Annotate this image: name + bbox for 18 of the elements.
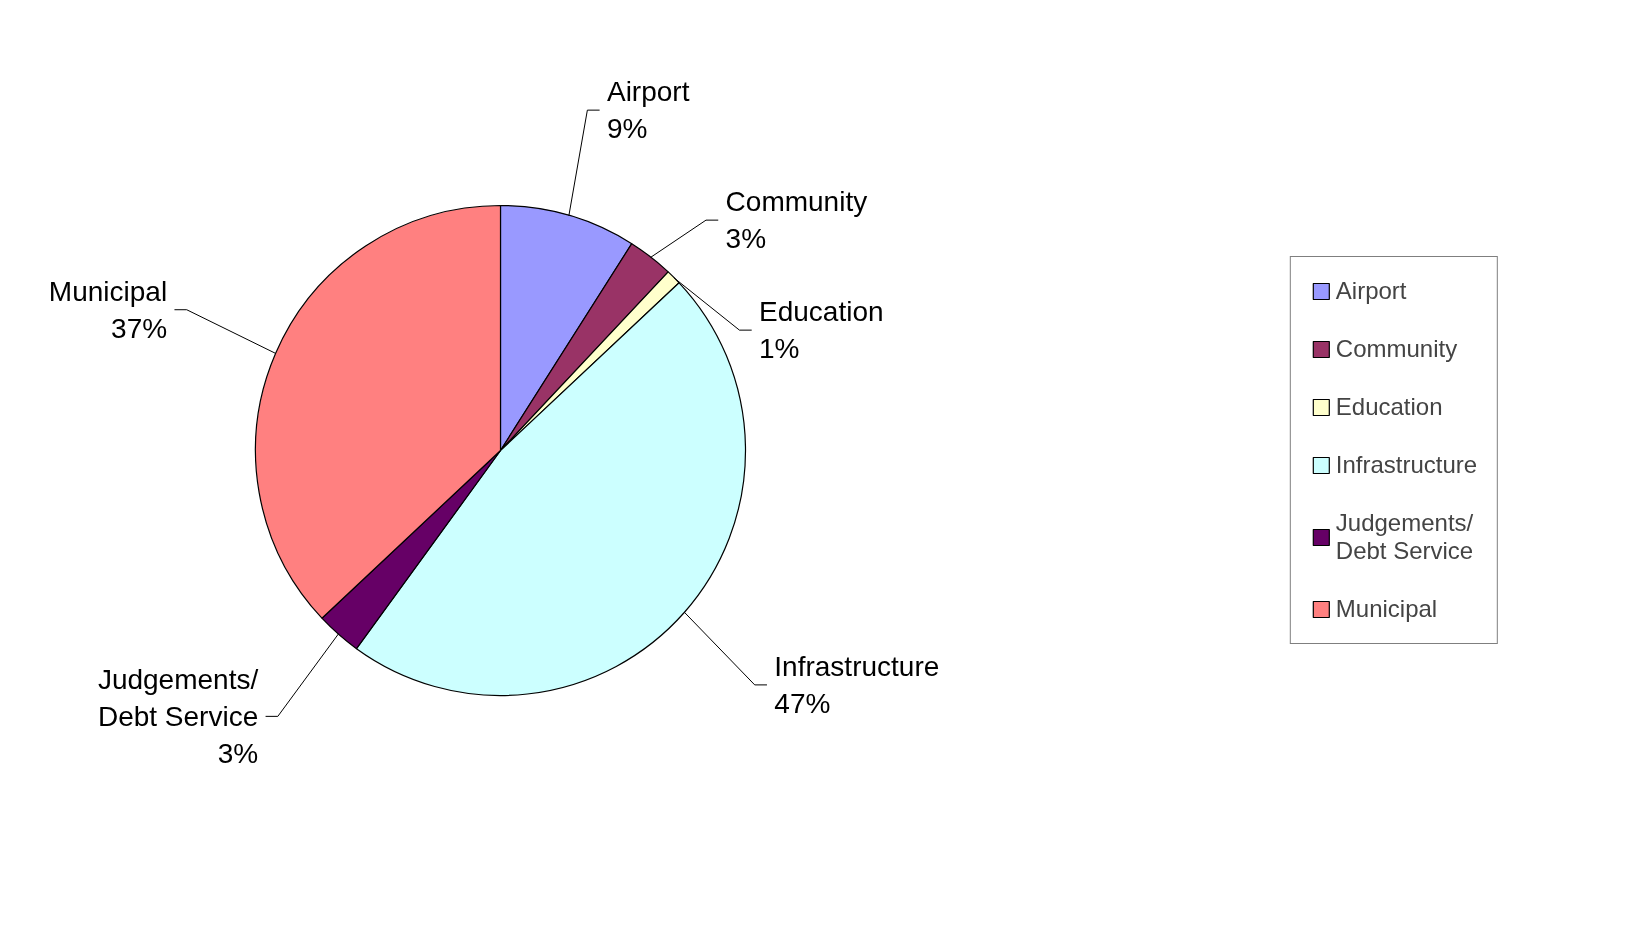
slice-label: Community [725, 186, 868, 218]
legend-label: Infrastructure [1335, 451, 1478, 479]
data-label: 9% [606, 113, 648, 145]
legend-label: Judgements/ Debt Service [1335, 509, 1474, 565]
data-label: 37% [111, 312, 168, 344]
data-label: 3% [725, 223, 767, 255]
slice-label: Infrastructure [774, 650, 940, 682]
legend-label: Community [1335, 335, 1458, 363]
slice-label: Education [759, 296, 884, 328]
data-label: 1% [759, 333, 800, 365]
slice-label: Municipal [48, 275, 168, 307]
legend-label: Municipal [1335, 595, 1438, 623]
slice-label: Judgements/ Debt Service [97, 663, 259, 732]
legend-label: Education [1335, 393, 1443, 421]
data-label: 3% [217, 738, 259, 770]
slice-label: Airport [606, 76, 690, 108]
legend-label: Airport [1335, 277, 1407, 305]
data-label: 47% [774, 688, 831, 719]
